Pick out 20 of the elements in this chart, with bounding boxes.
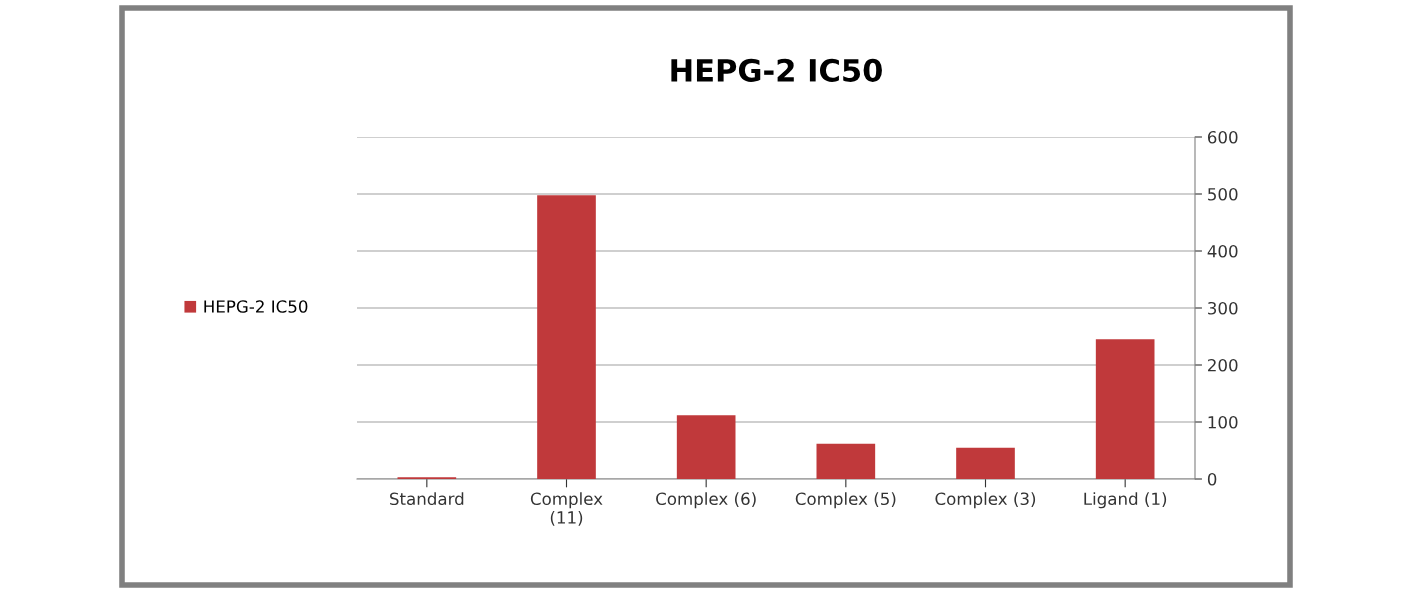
x-tick-label: Ligand (1) <box>1084 492 1167 509</box>
bar <box>816 443 876 479</box>
y-tick-label: 600 <box>1207 130 1238 144</box>
y-tick-label: 100 <box>1208 415 1238 429</box>
x-tick-label: Standard <box>390 492 464 506</box>
bar <box>1095 339 1155 479</box>
y-tick-label: 200 <box>1208 358 1238 372</box>
y-tick-label: 0 <box>1207 472 1217 486</box>
y-tick-label: 400 <box>1207 244 1238 258</box>
bar <box>676 415 736 479</box>
chart-title: HEPG-2 IC50 <box>671 58 882 82</box>
legend-label: HEPG-2 IC50 <box>204 300 308 313</box>
x-tick-label: Complex (5) <box>795 492 896 509</box>
y-tick-label: 300 <box>1208 301 1238 315</box>
x-tick-label: Complex (3) <box>935 492 1036 509</box>
bar <box>537 195 596 479</box>
bar <box>956 447 1015 479</box>
x-tick-label: Complex (6) <box>656 492 756 509</box>
y-tick-label: 500 <box>1208 187 1238 201</box>
x-tick-label: Complex (11) <box>530 492 603 526</box>
